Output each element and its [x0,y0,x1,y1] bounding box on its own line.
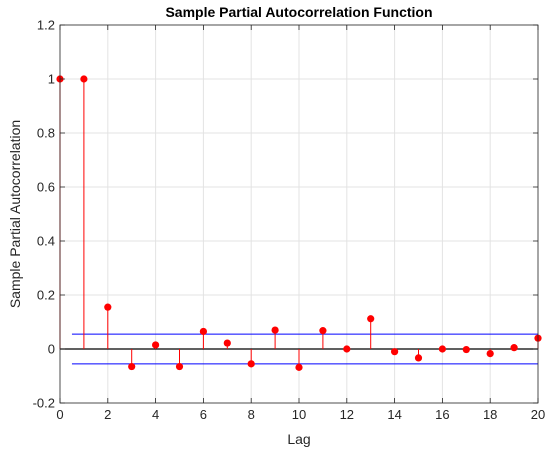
x-tick-label: 18 [483,407,497,422]
y-tick-label: 0.8 [37,126,55,141]
y-tick-label: 0.4 [37,234,55,249]
stem-marker [104,303,112,311]
stem-marker [367,315,375,323]
y-tick-label: -0.2 [33,396,55,411]
stems [56,75,542,371]
x-tick-label: 8 [248,407,255,422]
stem-marker [271,326,279,334]
y-tick-label: 0.2 [37,288,55,303]
y-tick-label: 0 [48,342,55,357]
stem-marker [152,341,160,349]
ticks [59,24,539,404]
stem-marker [343,345,351,353]
x-tick-label: 20 [531,407,545,422]
stem-marker [414,354,423,362]
stem-marker [199,327,207,336]
stem-marker [486,349,494,358]
stem-marker [175,362,184,371]
stem-marker [80,75,88,83]
x-tick-label: 4 [152,407,159,422]
x-tick-label: 12 [340,407,354,422]
stem-marker [391,348,399,356]
stem-marker [319,327,327,335]
chart-title: Sample Partial Autocorrelation Function [165,4,432,20]
x-tick-label: 2 [104,407,111,422]
stem-marker [223,339,231,347]
x-tick-label: 10 [292,407,306,422]
x-tick-label: 0 [56,407,63,422]
y-tick-label: 1.2 [37,18,55,33]
stem-marker [462,345,470,354]
y-tick-label: 0.6 [37,180,55,195]
x-tick-label: 16 [435,407,449,422]
y-tick-label: 1 [48,72,55,87]
stem-marker [510,344,518,352]
stem-marker [128,362,136,371]
x-tick-label: 14 [387,407,401,422]
x-tick-label: 6 [200,407,207,422]
stem-marker [247,360,255,368]
x-tick-labels: 0 2 4 6 8 10 12 14 16 18 20 [56,407,545,422]
y-axis-label: Sample Partial Autocorrelation [7,120,23,308]
x-axis-label: Lag [287,431,310,447]
stem-marker [438,345,446,353]
y-tick-labels: -0.2 0 0.2 0.4 0.6 0.8 1 1.2 [33,18,55,411]
stem-marker [295,363,303,371]
